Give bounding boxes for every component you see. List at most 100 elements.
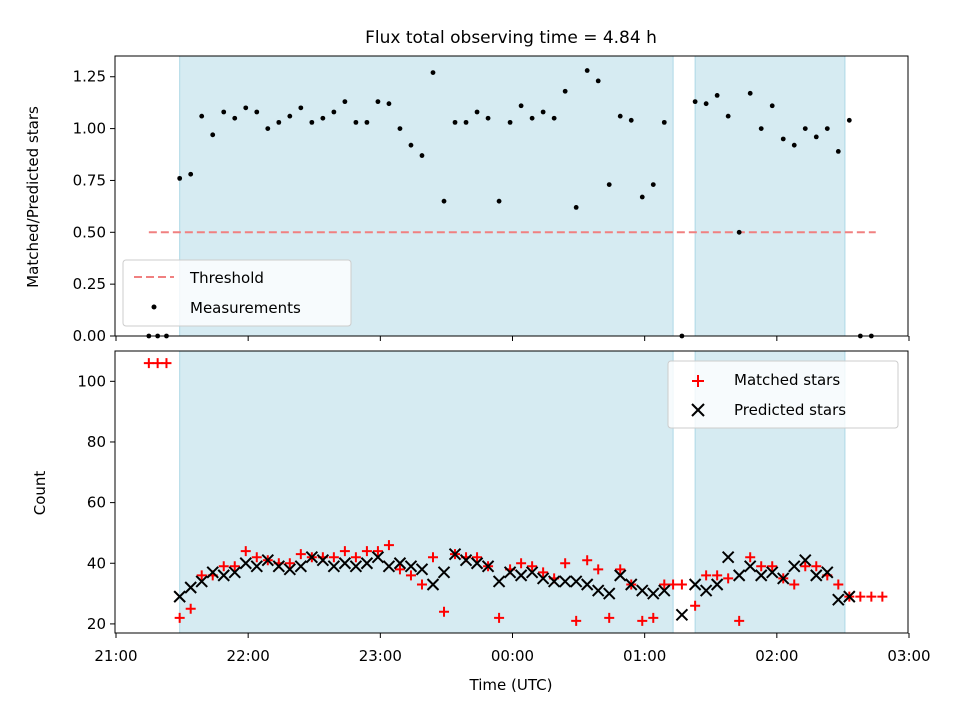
predicted-star-marker [591, 584, 605, 597]
predicted-star-marker [777, 572, 790, 585]
matched-star-marker [756, 561, 767, 572]
matched-star-marker [734, 615, 745, 626]
matched-star-marker [405, 570, 416, 581]
top-legend: Threshold Measurements [122, 259, 352, 327]
matched-star-marker [571, 615, 582, 626]
measurement-point [846, 117, 852, 123]
measurement-point [584, 68, 590, 73]
predicted-star-marker [710, 578, 724, 591]
measurement-point [736, 229, 742, 235]
top-legend-box [122, 259, 352, 327]
matched-star-marker [637, 615, 648, 626]
predicted-star-marker [404, 560, 418, 573]
legend-predicted-label: Predicted stars [734, 401, 846, 419]
predicted-star-marker [338, 557, 352, 570]
predicted-star-marker [580, 578, 594, 591]
predicted-star-marker [821, 566, 834, 579]
predicted-star-marker [415, 563, 429, 576]
matched-star-marker [372, 546, 383, 557]
predicted-star-marker [699, 584, 713, 597]
measurement-point [639, 194, 645, 200]
measurement-point [463, 119, 469, 125]
predicted-star-marker [625, 578, 638, 591]
measurement-point [507, 119, 513, 125]
predicted-star-marker [426, 578, 440, 591]
predicted-star-marker [239, 557, 252, 570]
matched-star-marker [383, 540, 394, 551]
top-y-axis-label: Matched/Predicted stars [24, 106, 42, 288]
predicted-star-marker [283, 563, 297, 576]
predicted-star-marker [766, 566, 779, 579]
top-panel: 0.00 0.25 0.50 0.75 1.00 1.25 Matched/Predict… [24, 55, 910, 345]
matched-star-marker [701, 570, 712, 581]
matched-star-marker [284, 558, 295, 569]
measurement-point [474, 109, 480, 115]
measurement-point [562, 88, 568, 94]
matched-star-marker [185, 603, 196, 614]
matched-star-marker [800, 561, 811, 572]
matched-star-marker [789, 579, 800, 590]
measurement-point [199, 113, 205, 119]
matched-star-marker [811, 561, 822, 572]
measurement-point [419, 153, 425, 158]
matched-star-marker [745, 552, 756, 563]
measurement-point [573, 205, 579, 210]
measurement-point [485, 115, 491, 121]
matched-star-marker [866, 591, 877, 602]
matched-star-marker [152, 358, 163, 369]
bottom-y-tick-label: 100 [77, 372, 106, 390]
predicted-star-marker [569, 575, 583, 588]
predicted-star-marker [558, 575, 572, 588]
matched-star-marker [439, 606, 450, 617]
predicted-star-marker [228, 566, 241, 579]
measurement-point [353, 119, 359, 125]
top-y-tick-label: 1.25 [73, 68, 106, 86]
legend-threshold-label: Threshold [189, 269, 264, 287]
predicted-star-marker [799, 554, 812, 567]
bottom-x-axis: 21:00 22:00 23:00 00:00 01:00 02:00 03:00 [94, 633, 931, 665]
measurement-point [758, 126, 764, 131]
matched-star-marker [516, 558, 527, 569]
predicted-stars-series [173, 547, 856, 622]
measurements-series [146, 68, 874, 339]
top-y-tick-label: 0.75 [73, 171, 106, 189]
measurement-point [309, 119, 315, 125]
predicted-star-marker [721, 550, 735, 564]
predicted-star-marker [675, 608, 689, 622]
matched-star-marker [604, 612, 615, 623]
matched-star-marker [240, 546, 251, 557]
measurement-point [397, 126, 403, 131]
matched-star-marker [494, 612, 505, 623]
matched-star-marker [582, 555, 593, 566]
matched-star-marker [328, 552, 339, 563]
x-tick-label: 03:00 [887, 647, 930, 665]
matched-star-marker [143, 358, 154, 369]
bottom-panel: 20 40 60 80 100 21:00 22:00 23:00 00:00 01:00 02:… [31, 350, 931, 694]
matched-star-marker [648, 612, 659, 623]
measurement-point [650, 182, 656, 187]
predicted-star-marker [360, 557, 374, 570]
measurement-point [364, 119, 370, 125]
predicted-star-marker [316, 554, 330, 567]
matched-star-marker [527, 561, 538, 572]
predicted-star-marker [173, 590, 186, 603]
predicted-star-marker [743, 560, 757, 573]
bottom-y-axis: 20 40 60 80 100 [77, 372, 115, 633]
measurement-point [320, 115, 326, 121]
matched-star-marker [690, 600, 701, 611]
top-y-tick-label: 0.00 [73, 327, 106, 345]
x-tick-label: 01:00 [623, 647, 666, 665]
measurement-point [824, 126, 830, 131]
measurement-point [342, 99, 348, 105]
measurement-point [496, 198, 502, 204]
legend-measurements-label: Measurements [190, 299, 301, 317]
matched-star-marker [196, 570, 207, 581]
predicted-star-marker [832, 593, 845, 606]
matched-star-marker [295, 549, 306, 560]
matched-star-marker [767, 561, 778, 572]
legend-matched-label: Matched stars [734, 371, 840, 389]
predicted-star-marker [184, 581, 197, 594]
measurement-point [221, 109, 227, 115]
x-tick-label: 23:00 [359, 647, 402, 665]
matched-star-marker [472, 552, 483, 563]
